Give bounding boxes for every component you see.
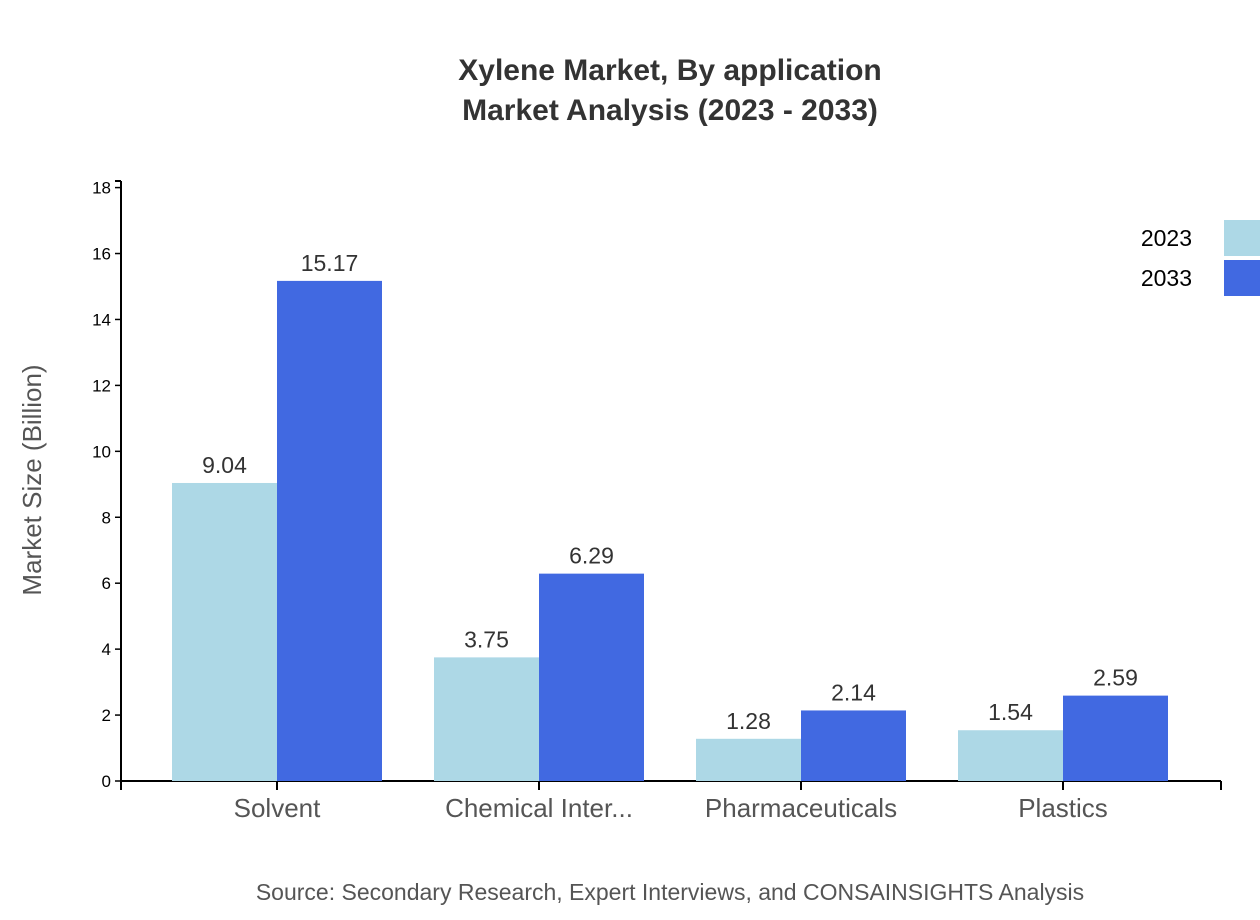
data-label: 2.59 [1093,665,1138,691]
y-axis-label: Market Size (Billion) [17,364,47,595]
y-tick-label: 14 [92,310,111,329]
y-tick-label: 8 [102,508,111,527]
bar-2023-chemical-inter- [434,657,539,781]
plot-area: 0 2 4 6 8 10 12 14 16 18 Solvent 9.04 15.17 Chemical … [92,179,1260,823]
bar-2023-pharmaceuticals [696,738,801,781]
legend-swatch-2033 [1224,260,1260,296]
bar-2033-solvent [277,280,382,781]
data-label: 15.17 [301,250,359,276]
y-tick-label: 18 [92,179,111,198]
data-label: 2.14 [831,679,876,705]
x-tick-label: Plastics [1018,793,1108,823]
y-tick-label: 12 [92,376,111,395]
data-label: 9.04 [202,452,247,478]
source-note: Source: Secondary Research, Expert Inter… [256,879,1084,905]
data-label: 6.29 [569,543,614,569]
x-tick-label: Solvent [234,793,321,823]
y-tick-label: 16 [92,245,111,264]
bar-2023-solvent [172,482,277,781]
chart-title: Xylene Market, By application [458,54,881,87]
data-label: 1.28 [726,708,771,734]
y-tick-label: 0 [102,772,111,791]
y-tick-label: 10 [92,442,111,461]
y-tick-label: 6 [102,574,111,593]
legend-swatch-2023 [1224,220,1260,256]
x-tick-label: Chemical Inter... [445,793,633,823]
bar-2033-pharmaceuticals [801,710,906,781]
y-tick-label: 2 [102,706,111,725]
y-tick-label: 4 [102,640,111,659]
bar-2033-chemical-inter- [539,573,644,781]
chart-subtitle: Market Analysis (2023 - 2033) [462,94,878,127]
x-tick-label: Pharmaceuticals [705,793,897,823]
bar-2033-plastics [1063,695,1168,781]
bar-2023-plastics [958,730,1063,781]
data-label: 1.54 [988,699,1033,725]
data-label: 3.75 [464,626,509,652]
legend-label: 2033 [1141,265,1192,291]
legend-label: 2023 [1141,225,1192,251]
